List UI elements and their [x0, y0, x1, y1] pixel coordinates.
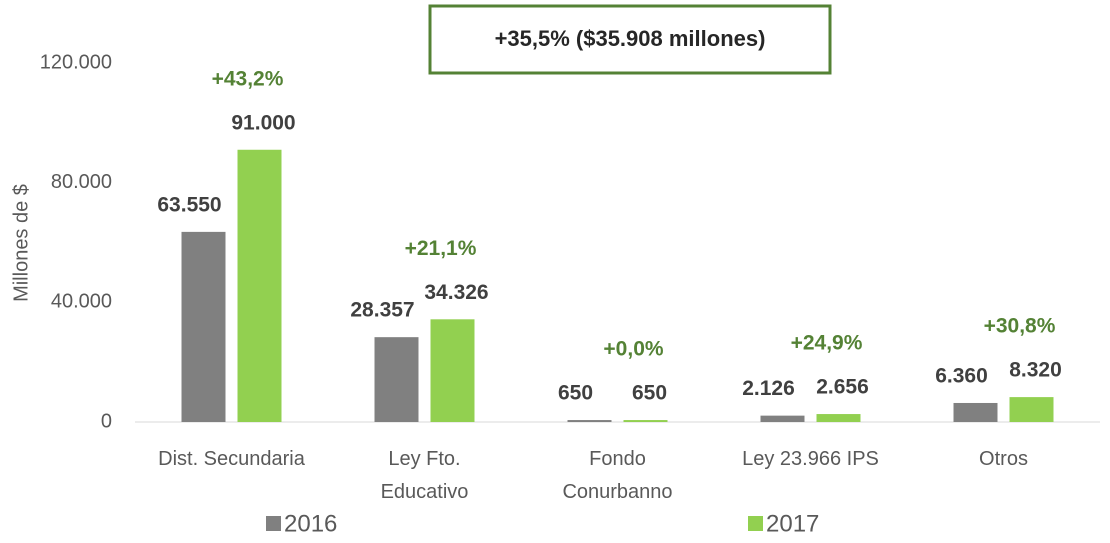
x-tick-label-line: Ley Fto. [388, 448, 460, 470]
growth-label: +0,0% [603, 338, 663, 361]
legend-swatch [748, 516, 763, 531]
bar [374, 337, 419, 422]
bar [953, 402, 998, 422]
x-tick-label-line: Otros [979, 448, 1028, 470]
x-tick-label-line: Fondo [589, 448, 646, 470]
bar [181, 231, 226, 422]
value-label: 6.360 [935, 365, 988, 388]
bar [760, 415, 805, 422]
x-tick-label-line: Conurbanno [562, 481, 672, 503]
y-tick-label: 120.000 [40, 51, 112, 73]
value-label: 650 [558, 382, 593, 405]
value-label: 63.550 [157, 193, 221, 216]
y-tick-label: 80.000 [51, 171, 112, 193]
bar [816, 414, 861, 422]
value-label: 2.126 [742, 377, 795, 400]
bar [430, 319, 475, 422]
value-label: 2.656 [816, 376, 869, 399]
x-tick-label: Ley Fto. Educativo [381, 448, 469, 503]
legend-swatch [266, 516, 281, 531]
legend-label: 2016 [284, 510, 337, 537]
x-tick-label: Ley 23.966 IPS [742, 448, 879, 470]
value-label: 91.000 [231, 111, 295, 134]
x-tick-label-line: Dist. Secundaria [158, 448, 306, 470]
value-label: 8.320 [1009, 359, 1062, 382]
x-tick-label-line: Ley 23.966 IPS [742, 448, 879, 470]
x-tick-label: Otros [979, 448, 1028, 470]
value-label: 650 [632, 382, 667, 405]
value-label: 28.357 [350, 299, 414, 322]
x-tick-label: Dist. Secundaria [158, 448, 306, 470]
bar [623, 420, 668, 422]
growth-label: +21,1% [405, 237, 477, 260]
chart-title: +35,5% ($35.908 millones) [495, 26, 766, 51]
growth-label: +43,2% [212, 67, 284, 90]
x-tick-label: Fondo Conurbanno [562, 448, 672, 503]
legend-label: 2017 [766, 510, 819, 537]
y-axis-label: Millones de $ [10, 184, 32, 302]
y-tick-label: 0 [101, 410, 112, 432]
growth-label: +24,9% [791, 332, 863, 355]
title-box [428, 4, 832, 75]
x-tick-label-line: Educativo [381, 481, 469, 503]
bar [567, 420, 612, 422]
bar [237, 149, 282, 422]
value-label: 34.326 [424, 281, 488, 304]
bar [1009, 397, 1054, 422]
y-tick-label: 40.000 [51, 291, 112, 313]
growth-label: +30,8% [984, 315, 1056, 338]
